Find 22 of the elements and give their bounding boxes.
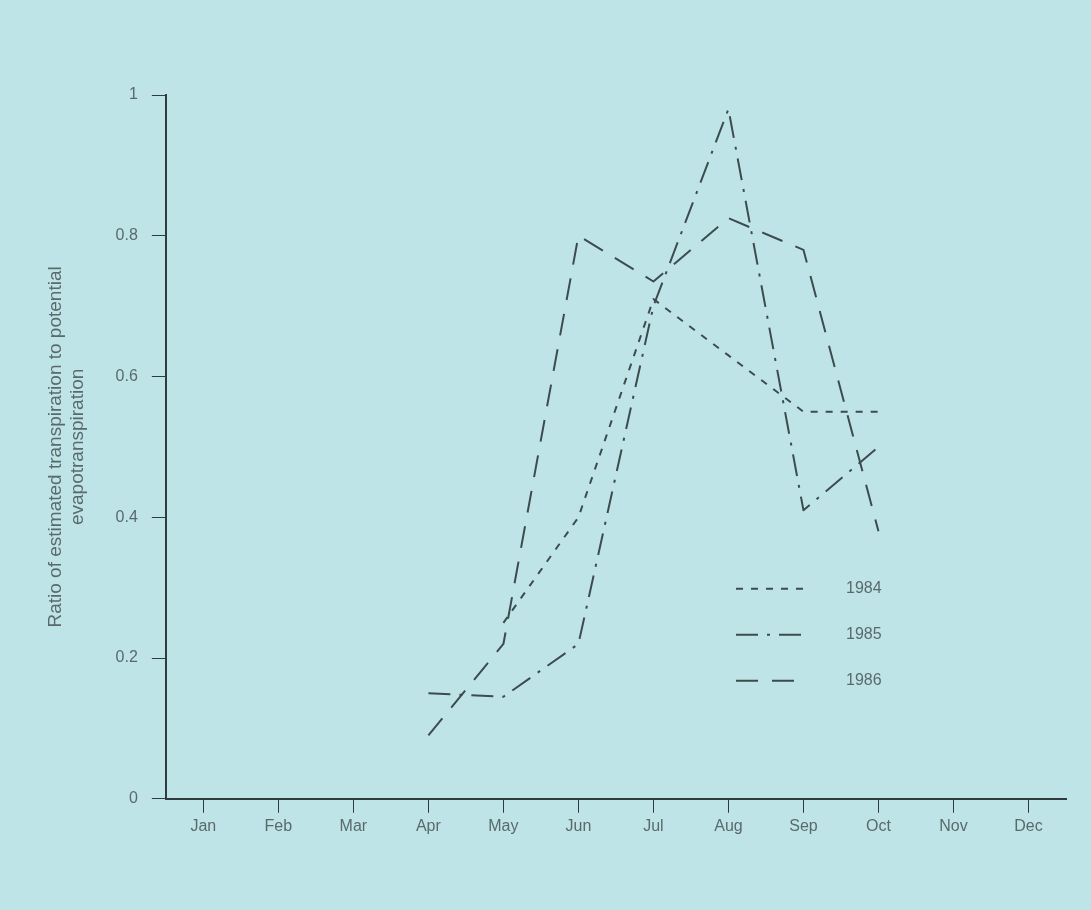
- x-tick-label: Jul: [643, 816, 664, 834]
- x-tick-label: Oct: [866, 816, 892, 834]
- legend-label: 1984: [846, 579, 882, 597]
- y-tick-label: 1: [128, 85, 138, 103]
- legend-label: 1985: [846, 625, 882, 643]
- x-tick-label: Apr: [415, 816, 442, 834]
- x-tick-label: May: [488, 816, 519, 834]
- y-tick-label: 0.8: [115, 226, 138, 244]
- y-axis-title: Ratio of estimated transpiration to potential evapotranspiration: [43, 266, 88, 628]
- x-tick-label: Nov: [939, 816, 968, 834]
- x-tick-label: Sep: [789, 816, 818, 834]
- x-tick-label: Aug: [714, 816, 743, 834]
- y-tick-label: 0.6: [115, 366, 138, 384]
- y-tick-label: 0.2: [115, 648, 138, 666]
- x-tick-label: Feb: [264, 816, 293, 834]
- y-tick-label: 0.4: [115, 507, 138, 525]
- y-tick-label: 0: [128, 789, 138, 807]
- x-tick-label: Jan: [190, 816, 217, 834]
- x-tick-label: Mar: [339, 816, 368, 834]
- x-tick-label: Dec: [1014, 816, 1043, 834]
- legend-label: 1986: [846, 671, 882, 689]
- x-tick-label: Jun: [565, 816, 592, 834]
